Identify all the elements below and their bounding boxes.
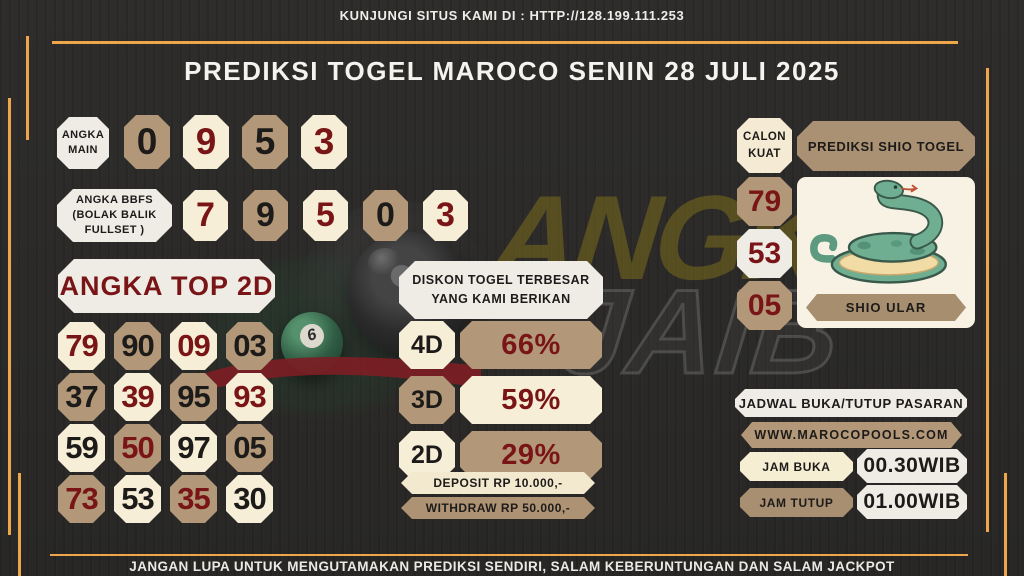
top2d-number: 93 bbox=[226, 373, 273, 421]
snake-illustration bbox=[810, 179, 947, 284]
frame-line-right-outer bbox=[1004, 473, 1007, 576]
top2d-number: 73 bbox=[58, 475, 105, 523]
frame-line-left-inner-bottom bbox=[18, 473, 21, 576]
jam-tutup-value: 01.00WIB bbox=[857, 485, 967, 519]
page-title: PREDIKSI TOGEL MAROCO SENIN 28 JULI 2025 bbox=[184, 56, 840, 86]
top2d-number: 79 bbox=[58, 322, 105, 370]
bbfs-digit: 7 bbox=[183, 190, 228, 241]
shio-title: PREDIKSI SHIO TOGEL bbox=[797, 121, 975, 171]
withdraw-info: WITHDRAW RP 50.000,- bbox=[401, 497, 595, 519]
jam-buka-value: 00.30WIB bbox=[857, 449, 967, 483]
top2d-number: 05 bbox=[226, 424, 273, 472]
top2d-number: 50 bbox=[114, 424, 161, 472]
top2d-number: 09 bbox=[170, 322, 217, 370]
top2d-number: 30 bbox=[226, 475, 273, 523]
shio-card: SHIO ULAR bbox=[797, 177, 975, 328]
top2d-number: 35 bbox=[170, 475, 217, 523]
diskon-3d-label: 3D bbox=[399, 376, 455, 424]
angka-main-digit: 0 bbox=[124, 115, 170, 169]
top2d-number: 95 bbox=[170, 373, 217, 421]
jadwal-title: JADWAL BUKA/TUTUP PASARAN bbox=[735, 389, 967, 417]
footer-message: JANGAN LUPA UNTUK MENGUTAMAKAN PREDIKSI … bbox=[129, 559, 895, 574]
website-link[interactable]: WWW.MAROCOPOOLS.COM bbox=[741, 422, 962, 448]
calon-kuat-label: CALON KUAT bbox=[737, 118, 792, 173]
calon-kuat-number: 79 bbox=[737, 177, 792, 226]
angka-main-digits: 0 9 5 3 bbox=[124, 115, 347, 169]
shio-name: SHIO ULAR bbox=[806, 294, 966, 321]
top2d-number: 90 bbox=[114, 322, 161, 370]
frame-line-bottom bbox=[50, 554, 968, 556]
top2d-number: 39 bbox=[114, 373, 161, 421]
frame-line-left-outer bbox=[8, 98, 11, 535]
calon-kuat-numbers: 79 53 05 bbox=[737, 177, 792, 330]
diskon-row-4d: 4D 66% bbox=[399, 321, 602, 369]
angka-main-digit: 3 bbox=[301, 115, 347, 169]
angka-main-digit: 9 bbox=[183, 115, 229, 169]
diskon-4d-value: 66% bbox=[460, 321, 602, 369]
deposit-info: DEPOSIT RP 10.000,- bbox=[401, 472, 595, 494]
top2d-number: 53 bbox=[114, 475, 161, 523]
frame-line-right-inner bbox=[986, 68, 989, 532]
diskon-row-3d: 3D 59% bbox=[399, 376, 602, 424]
calon-kuat-number: 05 bbox=[737, 281, 792, 330]
diskon-row-2d: 2D 29% bbox=[399, 431, 602, 479]
bbfs-digit: 0 bbox=[363, 190, 408, 241]
diskon-rows: 4D 66% 3D 59% 2D 29% bbox=[399, 321, 602, 479]
diskon-4d-label: 4D bbox=[399, 321, 455, 369]
calon-kuat-number: 53 bbox=[737, 229, 792, 278]
angka-main-label: ANGKA MAIN bbox=[57, 117, 109, 169]
angka-bbfs-digits: 7 9 5 0 3 bbox=[183, 190, 468, 241]
top2d-number: 37 bbox=[58, 373, 105, 421]
bbfs-digit: 9 bbox=[243, 190, 288, 241]
six-ball-icon: 6 bbox=[281, 312, 343, 374]
diskon-2d-value: 29% bbox=[460, 431, 602, 479]
six-ball-number: 6 bbox=[296, 320, 328, 352]
bbfs-digit: 3 bbox=[423, 190, 468, 241]
bbfs-digit: 5 bbox=[303, 190, 348, 241]
top2d-number: 03 bbox=[226, 322, 273, 370]
angka-top2d-grid: 79 90 09 03 37 39 95 93 59 50 97 05 73 5… bbox=[58, 322, 273, 523]
diskon-title: DISKON TOGEL TERBESAR YANG KAMI BERIKAN bbox=[399, 261, 603, 319]
angka-main-digit: 5 bbox=[242, 115, 288, 169]
frame-line-top bbox=[52, 41, 958, 44]
frame-line-left-inner-top bbox=[26, 36, 29, 140]
top2d-number: 97 bbox=[170, 424, 217, 472]
diskon-3d-value: 59% bbox=[460, 376, 602, 424]
top2d-number: 59 bbox=[58, 424, 105, 472]
angka-top2d-label: ANGKA TOP 2D bbox=[58, 259, 275, 313]
jam-buka-label: JAM BUKA bbox=[740, 452, 853, 481]
angka-bbfs-label: ANGKA BBFS (BOLAK BALIK FULLSET ) bbox=[57, 189, 172, 242]
diskon-2d-label: 2D bbox=[399, 431, 455, 479]
jam-tutup-label: JAM TUTUP bbox=[740, 488, 853, 517]
visit-url[interactable]: KUNJUNGI SITUS KAMI DI : HTTP://128.199.… bbox=[339, 8, 685, 23]
